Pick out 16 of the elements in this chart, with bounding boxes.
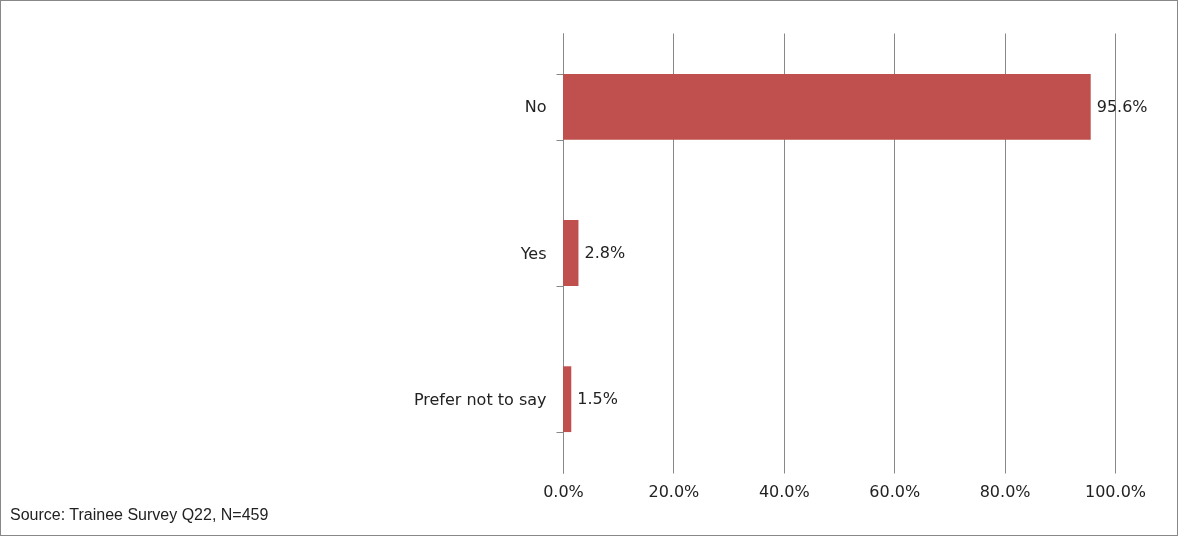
data-label: 95.6% — [1096, 96, 1148, 116]
y-tick-label: Yes — [519, 243, 547, 263]
x-tick-label: 0.0% — [543, 481, 584, 501]
x-tick-label: 100.0% — [1084, 481, 1147, 501]
bar — [563, 366, 572, 433]
source-note: Source: Trainee Survey Q22, N=459 — [10, 506, 269, 524]
x-tick-label: 60.0% — [869, 481, 921, 501]
bar — [563, 73, 1091, 140]
data-label: 1.5% — [577, 389, 618, 409]
x-tick-label: 40.0% — [758, 481, 810, 501]
data-label: 2.8% — [584, 243, 626, 262]
bar — [563, 220, 579, 286]
x-tick-label: 80.0% — [979, 481, 1031, 501]
y-tick-label: Prefer not to say — [413, 389, 547, 409]
y-tick-label: No — [524, 97, 547, 117]
x-tick-label: 20.0% — [648, 481, 700, 501]
